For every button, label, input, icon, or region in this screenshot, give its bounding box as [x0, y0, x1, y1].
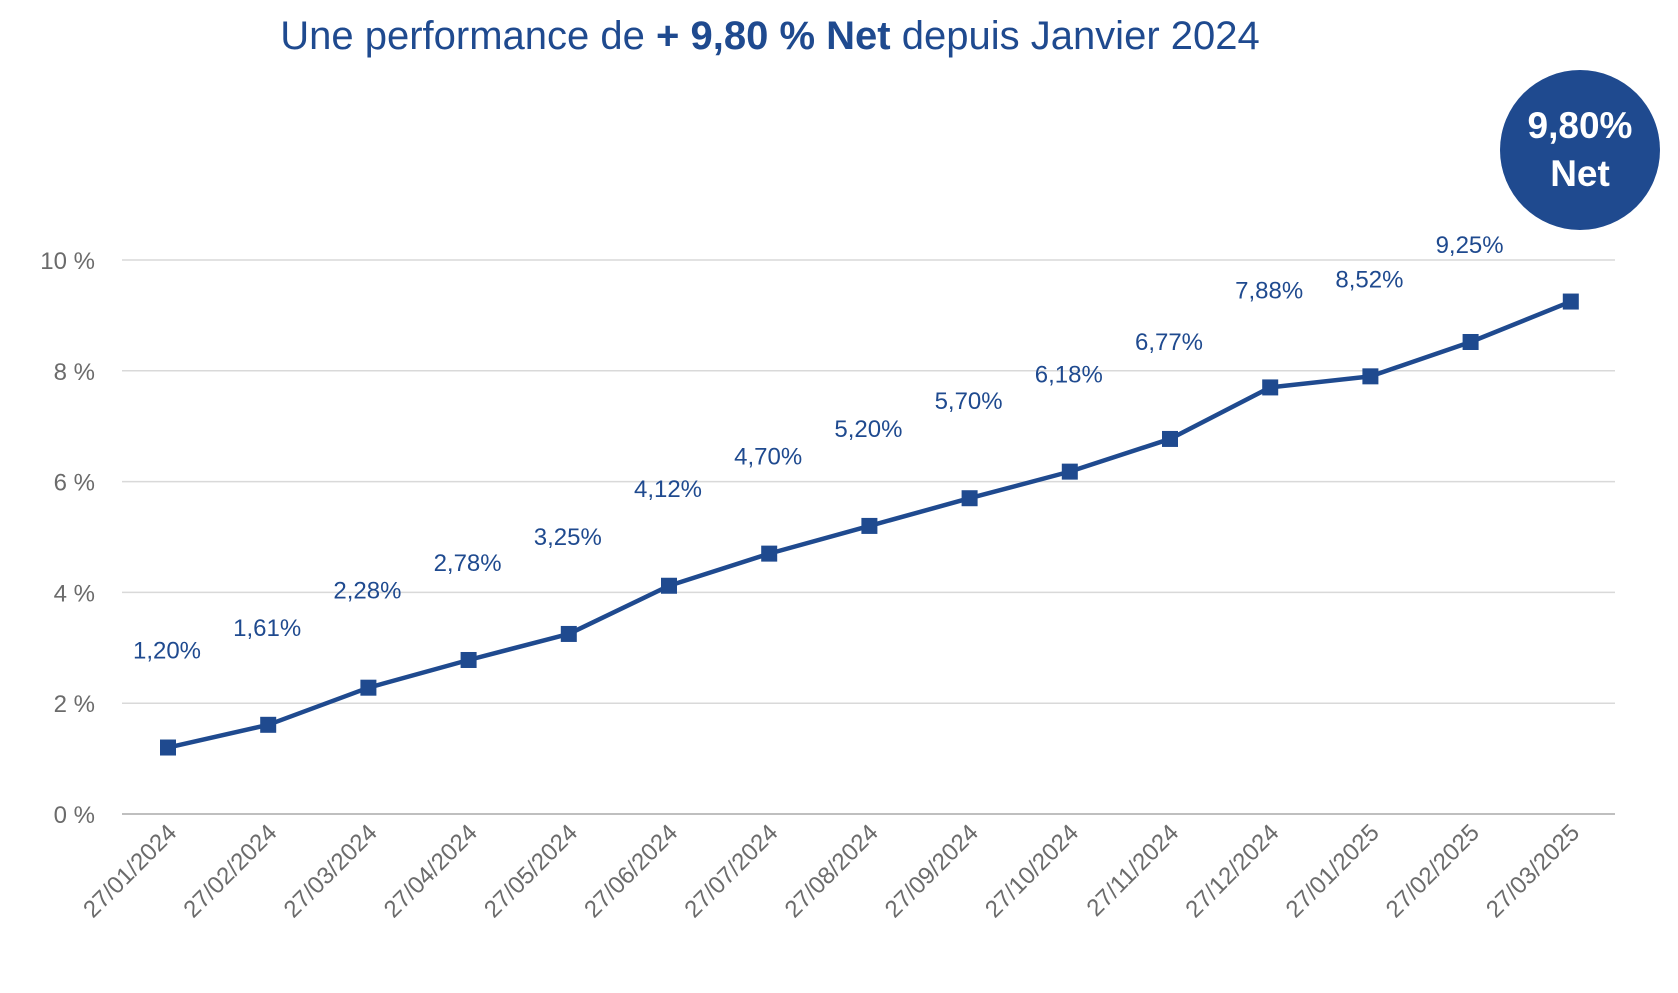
- x-tick-label: 27/05/2024: [479, 819, 583, 923]
- data-point-marker: [1061, 463, 1078, 480]
- y-tick-label: 8 %: [54, 359, 95, 386]
- series-line-group: [160, 293, 1579, 756]
- x-tick-label: 27/10/2024: [980, 819, 1084, 923]
- data-label: 4,70%: [734, 444, 802, 471]
- data-point-marker: [460, 651, 477, 668]
- data-label: 8,52%: [1335, 266, 1403, 293]
- x-tick-label: 27/04/2024: [379, 819, 483, 923]
- data-point-marker: [1462, 333, 1479, 350]
- grid-lines: [122, 259, 1615, 815]
- data-point-marker: [1262, 379, 1279, 396]
- x-tick-label: 27/03/2025: [1481, 819, 1585, 923]
- data-point-marker: [160, 739, 176, 756]
- data-labels: 1,20% 1,61% 2,28% 2,78% 3,25% 4,12% 4,70% 5,20%…: [133, 232, 1504, 665]
- data-label: 6,18%: [1035, 362, 1103, 389]
- data-point-marker: [961, 490, 978, 507]
- data-point-marker: [360, 679, 377, 696]
- data-label: 5,20%: [834, 416, 902, 443]
- badge-label: Net: [1550, 153, 1610, 194]
- data-point-marker: [260, 716, 277, 733]
- data-point-marker: [861, 517, 878, 534]
- badge-value: 9,80%: [1527, 105, 1633, 146]
- data-point-marker: [1562, 293, 1579, 310]
- x-tick-label: 27/02/2024: [178, 819, 282, 923]
- data-label: 1,20%: [133, 638, 201, 665]
- x-tick-label: 27/01/2025: [1281, 819, 1385, 923]
- x-tick-label: 27/01/2024: [78, 819, 182, 923]
- title-highlight: + 9,80 % Net: [656, 14, 891, 58]
- data-point-marker: [1362, 368, 1379, 385]
- x-tick-label: 27/11/2024: [1081, 819, 1184, 922]
- data-label: 2,78%: [434, 550, 502, 577]
- y-tick-label: 10 %: [40, 248, 95, 275]
- data-label: 7,88%: [1235, 277, 1303, 304]
- performance-badge: 9,80% Net: [1500, 70, 1660, 230]
- data-point-marker: [661, 577, 677, 594]
- x-tick-label: 27/08/2024: [780, 819, 884, 923]
- data-label: 5,70%: [935, 388, 1003, 415]
- title-suffix: depuis Janvier 2024: [890, 14, 1260, 58]
- data-point-marker: [1162, 430, 1178, 447]
- x-axis-ticks: 27/01/202427/02/202427/03/202427/04/2024…: [78, 819, 1585, 923]
- data-label: 9,25%: [1436, 232, 1504, 259]
- data-label: 6,77%: [1135, 329, 1203, 356]
- y-tick-label: 4 %: [54, 580, 95, 607]
- data-label: 1,61%: [233, 615, 301, 642]
- y-tick-label: 6 %: [54, 470, 95, 497]
- data-label: 2,28%: [333, 578, 401, 605]
- chart-title: Une performance de + 9,80 % Net depuis J…: [0, 14, 1540, 59]
- data-label: 4,12%: [634, 476, 702, 503]
- x-tick-label: 27/09/2024: [880, 819, 984, 923]
- data-point-marker: [761, 545, 778, 562]
- title-prefix: Une performance de: [280, 14, 657, 58]
- data-point-marker: [560, 625, 577, 642]
- x-tick-label: 27/07/2024: [679, 819, 783, 923]
- x-tick-label: 27/03/2024: [279, 819, 383, 923]
- x-tick-label: 27/06/2024: [579, 819, 683, 923]
- y-axis-ticks: 0 % 2 % 4 % 6 % 8 % 10 %: [40, 248, 95, 829]
- y-tick-label: 2 %: [54, 691, 95, 718]
- y-tick-label: 0 %: [54, 802, 95, 829]
- x-tick-label: 27/02/2025: [1381, 819, 1485, 923]
- x-tick-label: 27/12/2024: [1180, 819, 1284, 923]
- data-label: 3,25%: [534, 524, 602, 551]
